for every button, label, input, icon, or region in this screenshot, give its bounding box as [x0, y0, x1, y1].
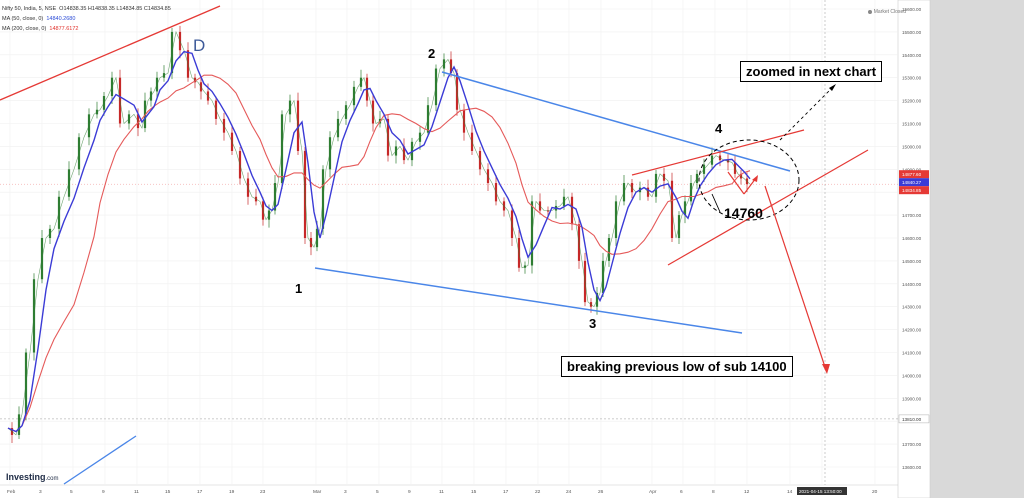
symbol-label: Nifty 50, India, 5, NSE [2, 6, 57, 12]
x-tick-label: 8 [712, 489, 715, 495]
small-arrow-a [727, 171, 745, 195]
wedge-bottom-red [667, 149, 869, 266]
level-label: 14760 [724, 205, 763, 221]
ohlc-readout: O14838.35 H14838.35 L14834.85 C14834.85 [59, 6, 171, 12]
zoom-note: zoomed in next chart [740, 61, 883, 82]
y-tick-label: 13900.00 [902, 396, 922, 401]
y-tick-label: 15000.00 [902, 144, 922, 149]
trendline-channel-top [441, 71, 791, 172]
x-tick-label: 20 [872, 489, 878, 495]
x-tick-label: 6 [680, 489, 683, 495]
time-cursor-label: 2021-04-15 13:50:00 [799, 489, 842, 494]
zoom-arrow [779, 86, 834, 141]
reference-tag-label: 13810.00 [902, 417, 922, 422]
ma2-legend[interactable]: MA (200, close, 0) 14877.6172 [2, 26, 78, 32]
y-tick-label: 15500.00 [902, 30, 922, 35]
x-tick-label: Mar [313, 489, 322, 495]
x-tick-label: 24 [566, 489, 572, 495]
y-tick-label: 15100.00 [902, 122, 922, 127]
ma1-label: MA (50, close, 0) [2, 16, 44, 22]
ma2-value: 14877.6172 [49, 26, 79, 32]
price-candle-body [546, 210, 550, 212]
x-tick-label: Feb [7, 489, 16, 495]
break-note: breaking previous low of sub 14100 [561, 356, 793, 377]
wave-label-1: 1 [295, 281, 303, 296]
ma2-label: MA (200, close, 0) [2, 26, 47, 32]
x-tick-label: Apr [649, 489, 657, 495]
y-tick-label: 14000.00 [902, 373, 922, 378]
reference-tag [898, 414, 930, 424]
x-tick-label: 23 [260, 489, 266, 495]
wave-label-4: 4 [715, 121, 723, 136]
x-tick-label: 12 [744, 489, 750, 495]
x-tick-label: 9 [408, 489, 411, 495]
trendline-lower-blue [63, 435, 137, 485]
ma1-value: 14840.2680 [46, 16, 76, 22]
x-tick-label: 17 [197, 489, 203, 495]
y-tick-label: 14100.00 [902, 351, 922, 356]
down-arrow-head [822, 364, 830, 374]
x-tick-label: 3 [344, 489, 347, 495]
price-tag [899, 178, 929, 187]
x-tick-label: 15 [165, 489, 171, 495]
wedge-top-red [631, 129, 805, 176]
time-cursor-tag [797, 487, 847, 495]
y-tick-label: 14400.00 [902, 282, 922, 287]
x-tick-label: 17 [503, 489, 509, 495]
x-tick-label: 14 [787, 489, 793, 495]
price-tag-label: 14877.60 [902, 172, 922, 177]
y-tick-label: 15200.00 [902, 99, 922, 104]
investing-logo: Investing.com [6, 472, 59, 482]
trendline-upper-red [0, 5, 221, 101]
y-tick-label: 15600.00 [902, 7, 922, 12]
x-tick-label: 15 [471, 489, 477, 495]
x-tick-label: 19 [229, 489, 235, 495]
chart-header: Nifty 50, India, 5, NSE O14838.35 H14838… [2, 6, 171, 12]
small-arrow-head [752, 175, 758, 182]
x-tick-label: 5 [70, 489, 73, 495]
y-tick-label: 13600.00 [902, 465, 922, 470]
y-tick-label: 14500.00 [902, 259, 922, 264]
down-arrow [764, 185, 827, 371]
wave-label-d: D [193, 36, 206, 55]
x-tick-label: 26 [598, 489, 604, 495]
y-tick-label: 14900.00 [902, 167, 922, 172]
trendline-channel-bottom [314, 267, 743, 334]
price-line [7, 30, 751, 436]
x-tick-label: 11 [439, 489, 444, 495]
zoom-ellipse [698, 139, 800, 221]
ma1-legend[interactable]: MA (50, close, 0) 14840.2680 [2, 16, 75, 22]
side-panel [930, 0, 1024, 498]
wave-label-2: 2 [428, 46, 436, 61]
x-tick-label: 22 [535, 489, 541, 495]
x-tick-label: 5 [376, 489, 379, 495]
y-tick-label: 14700.00 [902, 213, 922, 218]
level-pointer [711, 193, 721, 213]
x-tick-label: 9 [102, 489, 105, 495]
price-tag-label: 14834.85 [902, 188, 922, 193]
x-tick-label: 3 [39, 489, 42, 495]
price-tag-label: 14840.27 [902, 180, 922, 185]
zoom-arrow-head [829, 84, 836, 91]
ma-fast-line [7, 50, 751, 433]
y-tick-label: 15400.00 [902, 53, 922, 58]
market-status: Market Closed [868, 9, 906, 15]
price-tag [899, 170, 929, 179]
y-tick-label: 14300.00 [902, 305, 922, 310]
y-tick-label: 15300.00 [902, 76, 922, 81]
y-tick-label: 14200.00 [902, 328, 922, 333]
y-tick-label: 14600.00 [902, 236, 922, 241]
wave-label-3: 3 [589, 316, 597, 331]
y-tick-label: 13700.00 [902, 442, 922, 447]
price-tag [899, 186, 929, 195]
x-tick-label: 11 [134, 489, 139, 495]
